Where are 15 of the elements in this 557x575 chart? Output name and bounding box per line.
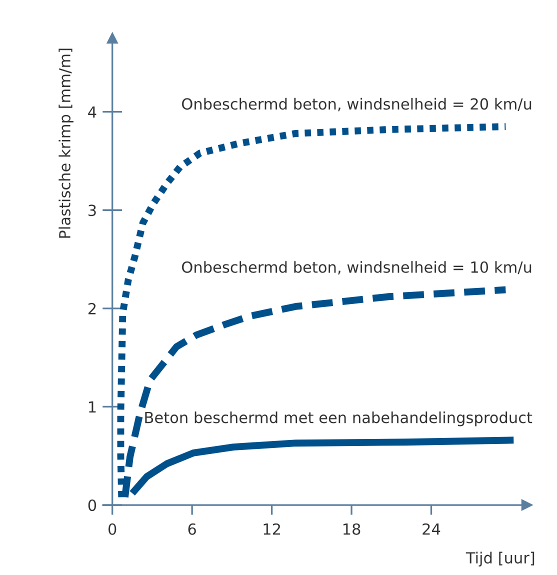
series-label: Beton beschermd met een nabehandelingsproduct <box>145 411 532 426</box>
x-tick-label: 18 <box>343 523 360 535</box>
y-tick-label: 1 <box>89 401 96 413</box>
y-tick-label: 2 <box>88 302 96 314</box>
y-tick-label: 3 <box>88 204 96 216</box>
x-tick-label: 6 <box>188 523 196 535</box>
y-axis-title: Plastische krimp [mm/m] <box>58 48 74 238</box>
series-label: Onbeschermd beton, windsnelheid = 20 km/u <box>182 98 532 112</box>
x-tick-label: 0 <box>108 523 116 535</box>
y-tick-label: 0 <box>88 499 96 512</box>
x-tick-label: 12 <box>264 523 280 535</box>
x-axis-title: Tijd [uur] <box>466 552 534 567</box>
x-tick-label: 24 <box>422 523 440 535</box>
series-label: Onbeschermd beton, windsnelheid = 10 km/u <box>182 261 532 274</box>
y-tick-label: 4 <box>88 106 96 118</box>
